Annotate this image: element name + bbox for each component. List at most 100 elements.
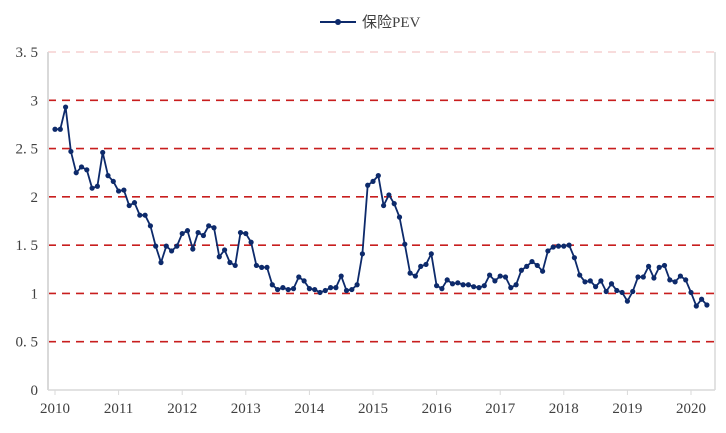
data-point <box>142 212 148 218</box>
data-point <box>672 279 678 285</box>
data-point <box>110 178 116 185</box>
data-point <box>328 285 334 291</box>
y-tick-label: 0 <box>31 383 39 399</box>
data-point <box>232 262 238 269</box>
data-point <box>434 283 440 289</box>
y-tick-label: 0. 5 <box>16 335 39 351</box>
x-tick-label: 2019 <box>612 401 642 417</box>
data-point <box>317 289 323 296</box>
data-point <box>365 182 371 188</box>
data-point <box>349 286 355 293</box>
data-point <box>131 200 138 206</box>
data-point <box>391 201 397 207</box>
data-point <box>386 192 392 198</box>
data-point <box>227 259 233 266</box>
data-point <box>343 287 350 294</box>
x-tick-label: 2020 <box>676 401 706 417</box>
data-point <box>116 188 122 194</box>
data-point <box>492 278 498 284</box>
data-point <box>455 280 461 286</box>
data-point <box>534 262 540 269</box>
y-tick-label: 3. 5 <box>16 45 39 61</box>
data-point <box>222 247 228 253</box>
data-point <box>577 272 583 278</box>
data-point <box>635 274 641 280</box>
data-point <box>603 288 609 295</box>
data-point <box>375 173 381 179</box>
x-tick-label: 2014 <box>294 401 325 417</box>
data-point <box>322 287 328 294</box>
data-point <box>78 164 85 170</box>
data-point <box>338 273 344 279</box>
y-tick-label: 1. 5 <box>16 238 39 254</box>
data-point <box>614 287 620 294</box>
data-point <box>688 289 694 296</box>
x-tick-label: 2018 <box>549 401 579 417</box>
data-point <box>487 272 493 278</box>
x-tick-label: 2015 <box>358 401 388 417</box>
data-point <box>63 104 69 110</box>
data-point <box>667 277 673 283</box>
x-tick-label: 2010 <box>40 401 70 417</box>
data-point <box>704 302 710 308</box>
data-point <box>656 264 662 270</box>
data-point <box>153 243 159 249</box>
data-point <box>550 244 556 250</box>
data-point <box>460 282 466 288</box>
data-point <box>661 262 668 269</box>
data-point <box>524 263 530 269</box>
data-point <box>444 277 450 283</box>
data-point <box>163 243 169 249</box>
data-point <box>280 285 286 291</box>
data-point <box>428 251 434 257</box>
x-tick-label: 2012 <box>167 401 197 417</box>
data-point <box>84 167 90 173</box>
data-point <box>190 246 196 252</box>
series-line <box>55 106 708 308</box>
data-point <box>683 277 689 283</box>
data-point <box>571 255 578 261</box>
data-point <box>513 282 519 288</box>
data-point <box>354 282 360 288</box>
data-point <box>306 286 312 292</box>
data-point <box>174 243 180 249</box>
data-point <box>290 286 297 292</box>
x-tick-label: 2011 <box>104 401 133 417</box>
data-point <box>195 229 201 236</box>
data-point <box>105 173 111 179</box>
data-point <box>169 248 175 254</box>
data-point <box>407 270 413 276</box>
data-point <box>68 148 74 155</box>
data-point <box>396 214 403 220</box>
data-point <box>52 126 58 132</box>
data-point <box>216 254 222 260</box>
data-point <box>211 225 217 231</box>
data-point <box>412 273 418 279</box>
data-point <box>312 286 318 293</box>
data-point <box>237 229 244 236</box>
data-point <box>259 264 265 270</box>
data-point <box>640 274 646 280</box>
data-point <box>593 284 599 290</box>
data-point <box>248 239 254 245</box>
y-tick-label: 2 <box>31 190 39 206</box>
data-point <box>555 243 562 249</box>
data-point <box>598 278 604 284</box>
data-point <box>677 273 684 279</box>
data-point <box>333 285 339 291</box>
x-tick-label: 2016 <box>422 401 453 417</box>
data-point <box>285 286 291 293</box>
data-point <box>693 303 699 309</box>
data-point <box>94 183 100 189</box>
data-point <box>566 242 572 248</box>
data-point <box>296 274 302 280</box>
data-point <box>587 278 593 284</box>
data-point <box>529 258 535 265</box>
data-point <box>243 230 249 237</box>
data-point <box>100 149 106 156</box>
data-point <box>624 298 631 304</box>
data-point <box>121 187 127 193</box>
y-tick-label: 1 <box>31 286 39 302</box>
data-point <box>561 243 567 249</box>
